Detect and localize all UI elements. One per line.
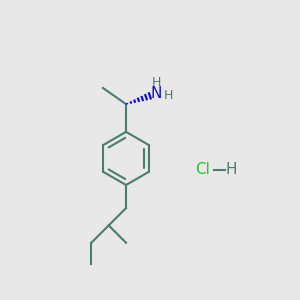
Text: Cl: Cl <box>195 163 210 178</box>
Text: H: H <box>152 76 161 89</box>
Text: N: N <box>150 86 162 101</box>
Text: H: H <box>164 89 173 102</box>
Text: H: H <box>225 163 237 178</box>
